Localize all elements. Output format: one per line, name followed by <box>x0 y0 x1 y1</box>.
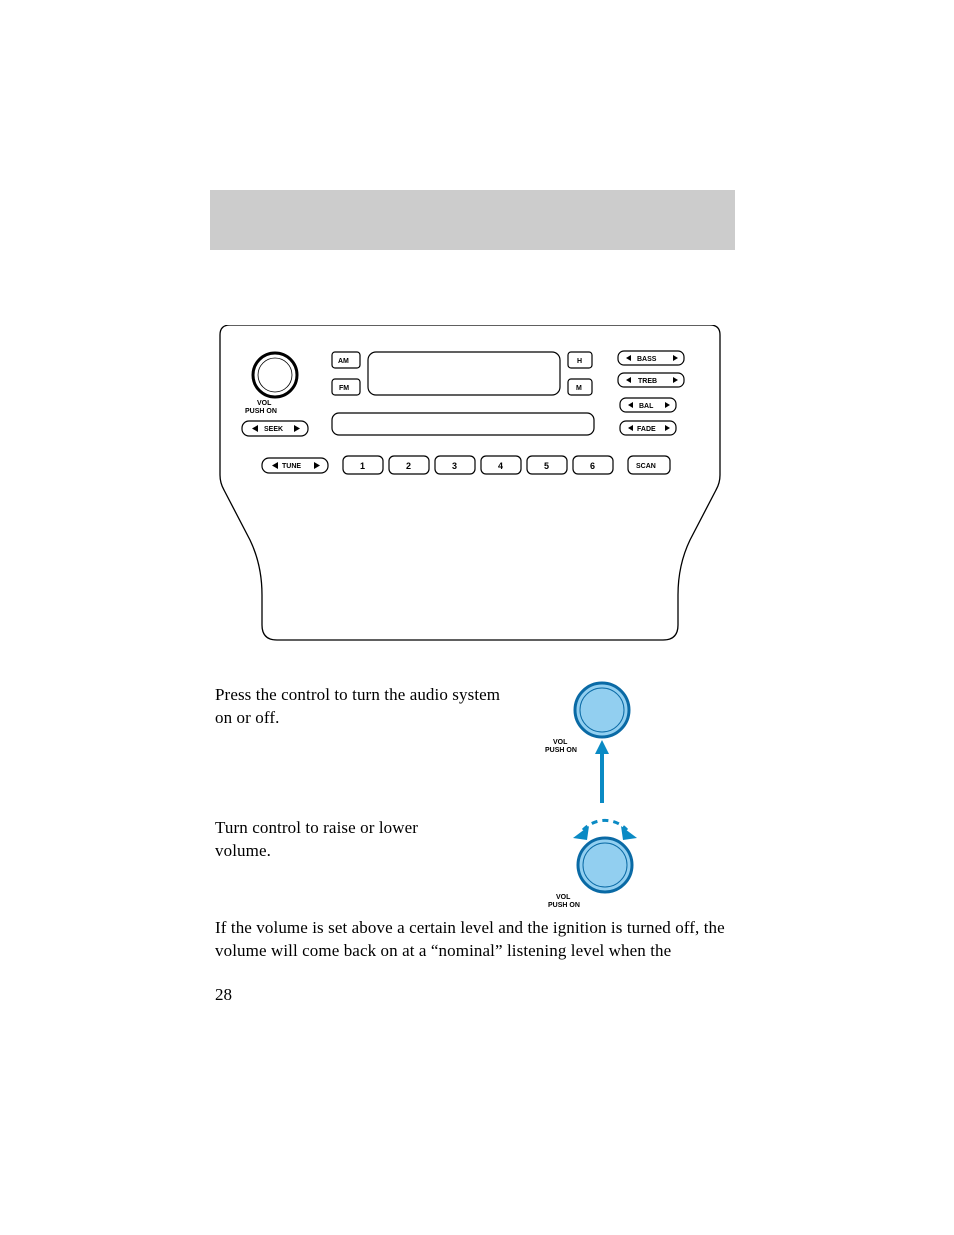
treb-button: TREB <box>618 373 684 387</box>
svg-text:5: 5 <box>544 461 549 471</box>
svg-text:1: 1 <box>360 461 365 471</box>
vol-label-2: PUSH ON <box>245 408 277 415</box>
svg-text:BASS: BASS <box>637 356 657 363</box>
vol-label-1: VOL <box>257 400 272 407</box>
svg-text:PUSH ON: PUSH ON <box>545 747 577 754</box>
header-gray-bar <box>210 190 735 250</box>
svg-text:VOL: VOL <box>553 739 568 746</box>
tune-label: TUNE <box>282 463 301 470</box>
m-label: M <box>576 385 582 392</box>
h-label: H <box>577 358 582 365</box>
page-number: 28 <box>215 985 232 1005</box>
turn-text: Turn control to raise or lower volume. <box>215 817 475 863</box>
scan-label: SCAN <box>636 463 656 470</box>
am-label: AM <box>338 358 349 365</box>
svg-text:FADE: FADE <box>637 426 656 433</box>
svg-text:TREB: TREB <box>638 378 657 385</box>
svg-text:4: 4 <box>498 461 503 471</box>
seek-label: SEEK <box>264 426 283 433</box>
fade-button: FADE <box>620 421 676 435</box>
radio-face-diagram: VOL PUSH ON SEEK TUNE AM FM H M BASS <box>210 325 730 650</box>
preset-buttons: 1 2 3 4 5 6 <box>343 456 613 474</box>
bal-button: BAL <box>620 398 676 412</box>
svg-text:3: 3 <box>452 461 457 471</box>
fm-label: FM <box>339 385 349 392</box>
knob-onoff-diagram: VOL PUSH ON <box>545 678 675 808</box>
press-text: Press the control to turn the audio syst… <box>215 684 505 730</box>
svg-text:BAL: BAL <box>639 403 654 410</box>
bass-button: BASS <box>618 351 684 365</box>
knob-rotate-diagram: VOL PUSH ON <box>545 810 685 910</box>
svg-text:PUSH ON: PUSH ON <box>548 902 580 909</box>
svg-text:2: 2 <box>406 461 411 471</box>
svg-text:VOL: VOL <box>556 894 571 901</box>
svg-text:6: 6 <box>590 461 595 471</box>
nominal-text: If the volume is set above a certain lev… <box>215 917 735 963</box>
